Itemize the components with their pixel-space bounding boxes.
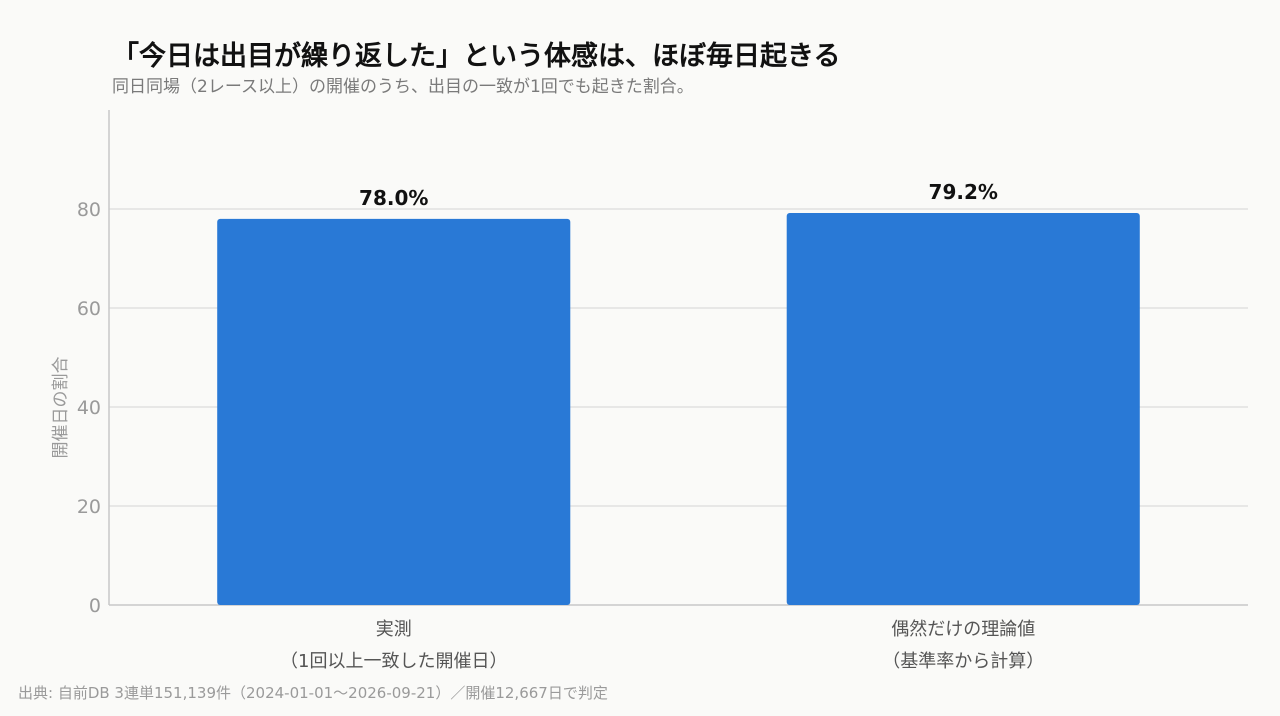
y-tick-label: 20 [77, 496, 101, 518]
y-tick-label: 40 [77, 397, 101, 419]
y-axis-label: 開催日の割合 [51, 357, 71, 459]
y-tick-label: 60 [77, 298, 101, 320]
bar-value-label: 78.0% [359, 186, 428, 210]
x-category-label: 偶然だけの理論値 [891, 619, 1035, 640]
y-tick-label: 80 [77, 199, 101, 221]
chart-title: 「今日は出目が繰り返した」という体感は、ほぼ毎日起きる [112, 41, 841, 72]
bar-value-label: 79.2% [929, 180, 998, 204]
x-category-label: （1回以上一致した開催日） [280, 651, 507, 672]
bar [217, 218, 571, 605]
chart-subtitle: 同日同場（2レース以上）の開催のうち、出目の一致が1回でも起きた割合。 [112, 77, 694, 97]
x-category-label: 実測 [376, 619, 412, 640]
y-tick-label: 0 [89, 595, 101, 617]
bar [786, 212, 1140, 605]
source-note: 出典: 自前DB 3連単151,139件（2024-01-01〜2026-09-… [18, 684, 608, 702]
x-category-label: （基準率から計算） [882, 651, 1044, 672]
